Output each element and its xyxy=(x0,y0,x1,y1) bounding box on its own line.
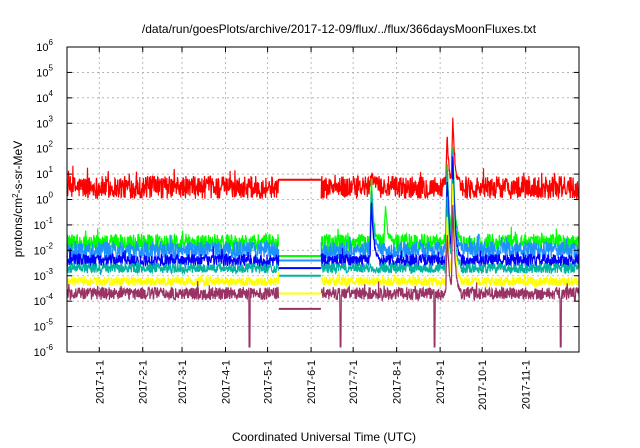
y-tick-label-base: 10 xyxy=(34,322,46,334)
y-tick-label-base: 10 xyxy=(36,42,48,54)
y-tick-label: 10-2 xyxy=(34,241,54,257)
grid-lines xyxy=(67,47,579,352)
series-yellow xyxy=(66,183,580,295)
series-maroon xyxy=(66,204,580,348)
series-yellow-line xyxy=(66,183,580,288)
x-tick-label: 2017-3-1 xyxy=(177,360,189,404)
y-tick-label-base: 10 xyxy=(36,195,48,207)
y-tick-labels: 10-610-510-410-310-210-11001011021031041… xyxy=(34,38,54,359)
y-tick-label: 10-1 xyxy=(34,216,54,232)
y-tick-label-exp: 6 xyxy=(49,38,54,47)
y-tick-label: 105 xyxy=(36,63,53,79)
x-tick-label: 2017-11-1 xyxy=(521,360,533,409)
x-tick-labels: 2017-1-1 2017-2-1 2017-3-1 2017-4-1 2017-5-1… xyxy=(94,360,532,410)
series-red-line xyxy=(66,117,580,200)
y-tick-label-exp: 1 xyxy=(49,165,54,174)
y-tick-label: 10-3 xyxy=(34,267,54,283)
y-tick-label-exp: -3 xyxy=(46,267,54,276)
series-layer xyxy=(66,117,580,348)
y-axis-label: protons/cm2-s-sr-MeV xyxy=(11,141,26,257)
y-tick-label-base: 10 xyxy=(34,220,46,232)
x-tick-label: 2017-10-1 xyxy=(477,360,489,410)
y-tick-label: 103 xyxy=(36,114,53,130)
series-teal-line xyxy=(66,179,580,276)
x-tick-label: 2017-8-1 xyxy=(392,360,404,404)
y-tick-label-base: 10 xyxy=(36,118,48,130)
series-blue-light-line xyxy=(66,150,580,264)
y-tick-label-base: 10 xyxy=(34,347,46,359)
y-tick-label: 104 xyxy=(36,89,53,105)
axis-ticks xyxy=(67,46,579,353)
y-tick-label-base: 10 xyxy=(36,93,48,105)
y-tick-label: 101 xyxy=(36,165,53,181)
y-tick-label: 106 xyxy=(36,38,53,54)
y-tick-label-exp: 3 xyxy=(49,114,54,123)
y-tick-label: 10-5 xyxy=(34,318,54,334)
y-tick-label-base: 10 xyxy=(36,144,48,156)
y-tick-label-exp: 5 xyxy=(49,63,54,72)
series-blue xyxy=(66,156,580,270)
series-blue-light xyxy=(66,150,580,264)
x-tick-label: 2017-1-1 xyxy=(94,360,106,404)
series-teal xyxy=(66,179,580,277)
y-axis-label-sup: 2 xyxy=(11,193,20,198)
y-tick-label-base: 10 xyxy=(36,67,48,79)
x-tick-label: 2017-7-1 xyxy=(348,360,360,404)
y-axis-label-rest: -s-sr-MeV xyxy=(11,141,25,194)
y-tick-label-exp: 4 xyxy=(49,89,54,98)
x-tick-label: 2017-6-1 xyxy=(306,360,318,404)
y-tick-label-exp: -1 xyxy=(46,216,54,225)
series-red xyxy=(66,117,580,200)
y-tick-label-exp: -2 xyxy=(46,241,54,250)
x-tick-label: 2017-2-1 xyxy=(138,360,150,404)
y-tick-label-base: 10 xyxy=(34,296,46,308)
x-axis-label: Coordinated Universal Time (UTC) xyxy=(232,430,416,444)
y-tick-label-exp: 2 xyxy=(49,140,54,149)
x-tick-label: 2017-5-1 xyxy=(263,360,275,404)
y-tick-label-base: 10 xyxy=(36,169,48,181)
y-axis-label-base: protons/cm xyxy=(11,198,25,257)
y-tick-label: 102 xyxy=(36,140,53,156)
y-tick-label-exp: -6 xyxy=(46,343,54,352)
y-tick-label-exp: 0 xyxy=(49,191,54,200)
y-tick-label-exp: -4 xyxy=(46,292,54,301)
y-tick-label-base: 10 xyxy=(34,271,46,283)
y-tick-label: 10-6 xyxy=(34,343,54,359)
series-blue-line xyxy=(66,156,580,270)
y-tick-label-base: 10 xyxy=(34,245,46,257)
x-tick-label: 2017-4-1 xyxy=(221,360,233,404)
y-tick-label-exp: -5 xyxy=(46,318,54,327)
y-tick-label: 10-4 xyxy=(34,292,54,308)
y-tick-label: 100 xyxy=(36,191,53,207)
x-tick-label: 2017-9-1 xyxy=(435,360,447,404)
chart-title: /data/run/goesPlots/archive/2017-12-09/f… xyxy=(142,22,537,36)
series-maroon-line xyxy=(66,204,580,348)
